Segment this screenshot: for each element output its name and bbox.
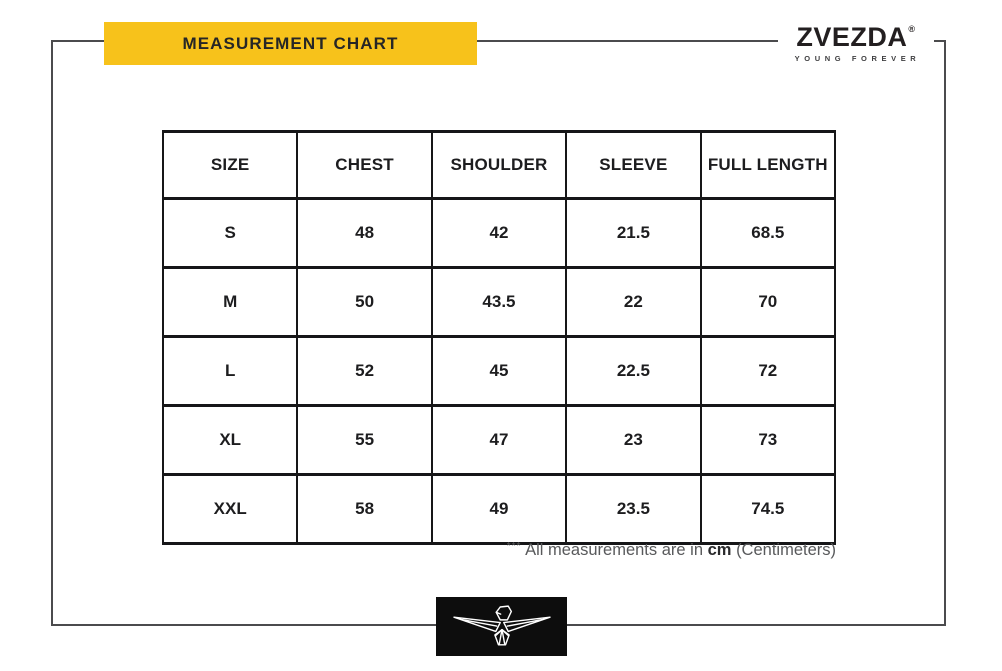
eagle-icon bbox=[452, 604, 551, 645]
value-cell: 22.5 bbox=[565, 335, 702, 407]
footnote-text: All measurements are in bbox=[525, 541, 704, 559]
value-cell: 21.5 bbox=[565, 197, 702, 269]
table-header-row: SIZE CHEST SHOULDER SLEEVE FULL LENGTH bbox=[161, 130, 837, 200]
column-header: CHEST bbox=[296, 130, 433, 200]
value-cell: 45 bbox=[430, 335, 568, 407]
value-cell: 23.5 bbox=[565, 473, 702, 545]
value-cell: 22 bbox=[565, 266, 702, 338]
footnote-asterisks: *** bbox=[506, 541, 522, 552]
value-cell: 43.5 bbox=[430, 266, 568, 338]
brand-name: ZVEZDA® bbox=[780, 24, 932, 51]
table-row: M 50 43.5 22 70 bbox=[161, 266, 837, 338]
value-cell: 49 bbox=[430, 473, 568, 545]
size-cell: L bbox=[161, 335, 299, 407]
brand-wordmark: ZVEZDA bbox=[796, 22, 908, 52]
column-header: SHOULDER bbox=[430, 130, 568, 200]
footnote-suffix: (Centimeters) bbox=[736, 541, 836, 559]
value-cell: 58 bbox=[296, 473, 433, 545]
page-title: MEASUREMENT CHART bbox=[182, 33, 399, 53]
size-cell: XXL bbox=[161, 473, 299, 545]
column-header: FULL LENGTH bbox=[699, 130, 837, 200]
value-cell: 42 bbox=[430, 197, 568, 269]
bottom-brand-emblem bbox=[436, 597, 567, 656]
value-cell: 23 bbox=[565, 404, 702, 476]
value-cell: 73 bbox=[699, 404, 837, 476]
brand-tagline: YOUNG FOREVER bbox=[794, 54, 921, 63]
value-cell: 47 bbox=[430, 404, 568, 476]
footnote-unit: cm bbox=[707, 541, 732, 559]
size-cell: S bbox=[161, 197, 299, 269]
table-row: L 52 45 22.5 72 bbox=[161, 335, 837, 407]
value-cell: 50 bbox=[296, 266, 433, 338]
brand-logo: ZVEZDA® YOUNG FOREVER bbox=[778, 24, 934, 63]
registered-trademark-icon: ® bbox=[908, 24, 916, 34]
title-banner: MEASUREMENT CHART bbox=[104, 22, 477, 65]
value-cell: 52 bbox=[296, 335, 433, 407]
table-row: S 48 42 21.5 68.5 bbox=[161, 197, 837, 269]
column-header: SLEEVE bbox=[565, 130, 702, 200]
table-row: XL 55 47 23 73 bbox=[161, 404, 837, 476]
table-row: XXL 58 49 23.5 74.5 bbox=[161, 473, 837, 545]
value-cell: 70 bbox=[699, 266, 837, 338]
size-cell: M bbox=[161, 266, 299, 338]
value-cell: 68.5 bbox=[699, 197, 837, 269]
value-cell: 72 bbox=[699, 335, 837, 407]
footnote: *** All measurements are in cm (Centimet… bbox=[507, 541, 836, 560]
column-header: SIZE bbox=[161, 130, 299, 200]
size-cell: XL bbox=[161, 404, 299, 476]
measurement-table: SIZE CHEST SHOULDER SLEEVE FULL LENGTH S 48 42… bbox=[161, 130, 837, 545]
value-cell: 55 bbox=[296, 404, 433, 476]
value-cell: 48 bbox=[296, 197, 433, 269]
value-cell: 74.5 bbox=[699, 473, 837, 545]
